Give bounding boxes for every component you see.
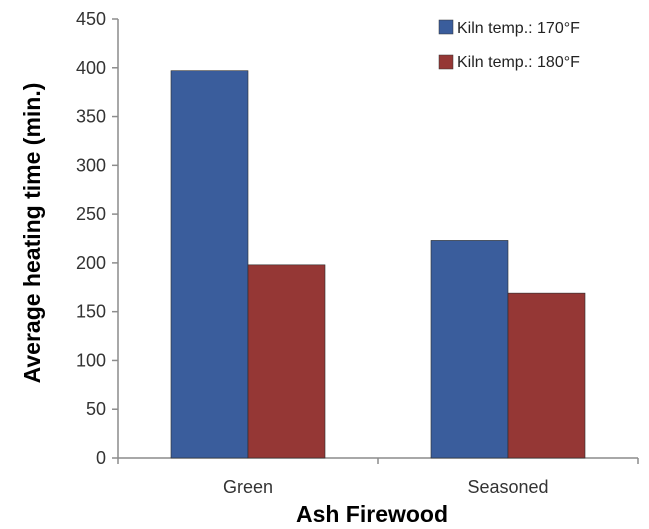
y-tick-label: 300 bbox=[76, 155, 106, 175]
bars bbox=[170, 70, 586, 459]
legend-label-1: Kiln temp.: 180°F bbox=[457, 54, 580, 71]
y-tick-label: 250 bbox=[76, 204, 106, 224]
y-tick-label: 350 bbox=[76, 107, 106, 127]
x-axis bbox=[117, 457, 639, 464]
y-tick-labels: 0 50 100 150 200 250 300 350 400 450 bbox=[76, 9, 106, 468]
bar-seasoned-series-0 bbox=[430, 240, 509, 459]
y-tick-label: 50 bbox=[86, 399, 106, 419]
legend-swatch-0 bbox=[438, 19, 454, 35]
y-tick-label: 0 bbox=[96, 448, 106, 468]
y-tick-label: 450 bbox=[76, 9, 106, 29]
x-tick-label-seasoned: Seasoned bbox=[467, 477, 548, 497]
x-tick-label-green: Green bbox=[223, 477, 273, 497]
legend-swatch-1 bbox=[438, 54, 454, 70]
y-tick-label: 400 bbox=[76, 58, 106, 78]
y-axis-title: Average heating time (min.) bbox=[19, 83, 45, 384]
y-tick-label: 200 bbox=[76, 253, 106, 273]
x-tick-labels: Green Seasoned bbox=[223, 477, 549, 497]
y-tick-label: 150 bbox=[76, 302, 106, 322]
y-axis bbox=[112, 18, 119, 459]
bar-green-series-1 bbox=[247, 264, 326, 459]
legend: Kiln temp.: 170°F Kiln temp.: 180°F bbox=[438, 19, 580, 71]
y-tick-label: 100 bbox=[76, 350, 106, 370]
x-axis-title: Ash Firewood bbox=[296, 501, 448, 527]
bar-green-series-0 bbox=[170, 70, 249, 459]
legend-label-0: Kiln temp.: 170°F bbox=[457, 20, 580, 37]
bar-seasoned-series-1 bbox=[507, 292, 586, 459]
